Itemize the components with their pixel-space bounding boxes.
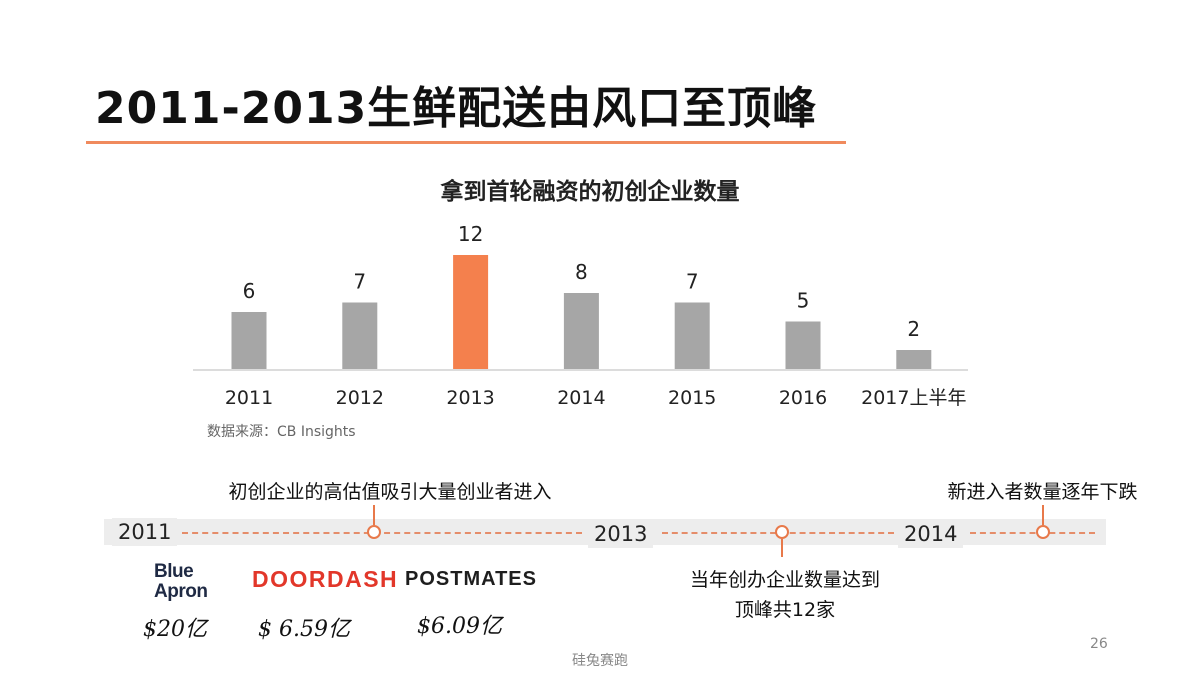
timeline-dash-3 [970, 532, 1095, 534]
blue-apron-logo-line2: Apron [154, 581, 208, 602]
bar-2012 [342, 302, 378, 369]
x-tick-label-2011: 2011 [225, 387, 273, 409]
bar-2014 [563, 293, 599, 369]
bar-2016 [785, 321, 821, 369]
timeline-year-2013: 2013 [588, 520, 654, 548]
timeline-year-2011: 2011 [112, 518, 178, 546]
bar-2017上半年 [896, 350, 932, 369]
timeline-note-peak-line2: 顶峰共12家 [734, 599, 836, 621]
data-label-2017上半年: 2 [907, 317, 920, 341]
footer-watermark: 硅兔赛跑 [572, 653, 628, 669]
data-label-2012: 7 [353, 270, 366, 294]
data-label-2016: 5 [797, 289, 810, 313]
blue-apron-valuation: $20亿 [143, 617, 207, 642]
x-tick-label-2016: 2016 [779, 387, 827, 409]
timeline-marker-2 [775, 525, 789, 539]
data-label-2011: 6 [243, 279, 256, 303]
postmates-valuation: $6.09亿 [417, 614, 502, 639]
blue-apron-logo-line1: Blue [154, 561, 194, 582]
page-number: 26 [1090, 636, 1108, 652]
timeline-marker-3 [1036, 525, 1050, 539]
title-underline [86, 141, 846, 144]
x-tick-label-2017上半年: 2017上半年 [861, 387, 966, 409]
bars-layer: 6 2011 7 2012 12 2013 8 2014 7 2015 5 2016 2 2017上半年 [225, 222, 967, 409]
timeline-year-2014: 2014 [898, 520, 964, 548]
chart-title: 拿到首轮融资的初创企业数量 [440, 179, 740, 205]
bar-2013 [453, 255, 489, 369]
timeline-stem-1 [373, 505, 375, 525]
bar-2011 [231, 312, 267, 369]
x-tick-label-2012: 2012 [336, 387, 384, 409]
data-label-2013: 12 [458, 222, 483, 246]
doordash-valuation: $ 6.59亿 [258, 617, 350, 642]
data-label-2014: 8 [575, 260, 588, 284]
timeline-note-peak-line1: 当年创办企业数量达到 [689, 569, 880, 591]
timeline-note-decline: 新进入者数量逐年下跌 [947, 481, 1138, 503]
data-label-2015: 7 [686, 270, 699, 294]
chart-source-note: 数据来源：CB Insights [207, 424, 356, 440]
x-tick-label-2013: 2013 [446, 387, 494, 409]
x-tick-label-2015: 2015 [668, 387, 716, 409]
timeline-marker-1 [367, 525, 381, 539]
postmates-logo: POSTMATES [405, 568, 537, 590]
timeline-note-high-valuation: 初创企业的高估值吸引大量创业者进入 [228, 481, 552, 503]
timeline-stem-2 [781, 539, 783, 557]
bar-2015 [674, 302, 710, 369]
slide-title: 2011-2013生鲜配送由风口至顶峰 [95, 83, 818, 134]
timeline-dash-1 [182, 532, 582, 534]
bar-chart: 6 2011 7 2012 12 2013 8 2014 7 2015 5 2016 2 2017上半年 [193, 222, 968, 409]
timeline-stem-3 [1042, 505, 1044, 525]
x-tick-label-2014: 2014 [557, 387, 605, 409]
blue-apron-logo: Blue Apron [154, 561, 208, 602]
doordash-logo: DOORDASH [252, 566, 399, 592]
